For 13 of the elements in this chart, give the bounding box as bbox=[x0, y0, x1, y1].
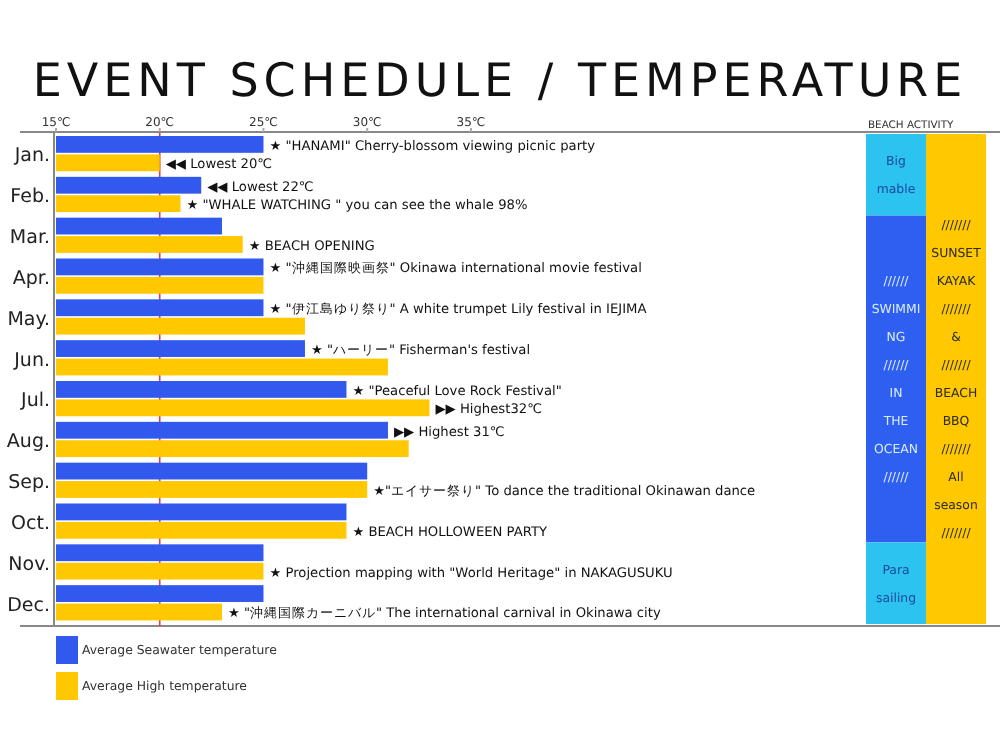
y-tick-label: Jul. bbox=[19, 390, 50, 413]
y-tick-label: Feb. bbox=[10, 186, 50, 209]
y-tick-label: Apr. bbox=[12, 267, 50, 290]
y-tick-label: Jan. bbox=[12, 145, 50, 168]
y-tick-label: Jun. bbox=[12, 349, 50, 372]
y-tick-label: May. bbox=[7, 308, 50, 331]
y-tick-label: Oct. bbox=[11, 512, 50, 535]
y-tick-label: Aug. bbox=[6, 431, 50, 454]
chart-title: EVENT SCHEDULE / TEMPERATURE bbox=[32, 56, 968, 108]
y-tick-label: Nov. bbox=[8, 553, 50, 576]
y-tick-label: Mar. bbox=[9, 227, 50, 250]
y-tick-label: Sep. bbox=[8, 472, 50, 495]
y-tick-label: Dec. bbox=[7, 594, 50, 617]
